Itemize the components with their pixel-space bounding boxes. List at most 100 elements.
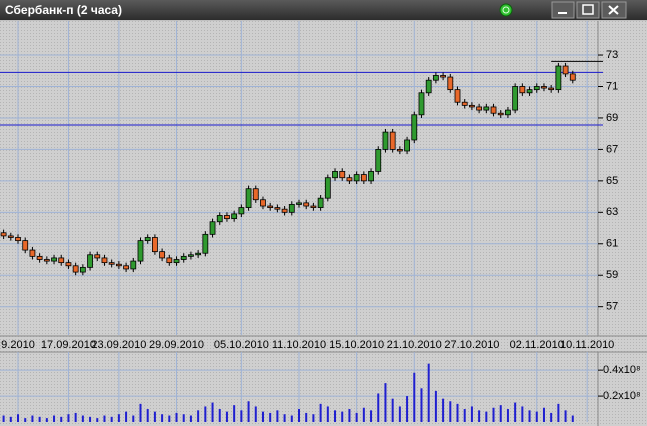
volume-bar xyxy=(247,401,250,422)
volume-bar xyxy=(298,409,300,422)
candle-body xyxy=(260,199,266,207)
candle-body xyxy=(555,65,562,91)
candle-body xyxy=(425,79,432,94)
volume-bar xyxy=(175,412,178,422)
minimize-button[interactable] xyxy=(551,1,575,19)
y-tick-label: 0.4x10⁸ xyxy=(603,364,641,376)
candle-body xyxy=(195,252,202,256)
volume-bar xyxy=(132,415,135,422)
volume-bar xyxy=(492,407,495,422)
x-tick-label: 27.10.2010 xyxy=(444,339,499,351)
candle-body xyxy=(159,251,166,259)
volume-bar xyxy=(370,410,373,422)
volume-bar xyxy=(391,398,394,422)
volume-bar xyxy=(557,403,560,422)
candle-body xyxy=(94,254,101,259)
volume-bar xyxy=(348,409,351,422)
x-tick-label: 17.09.2010 xyxy=(41,339,96,351)
candle-body xyxy=(476,106,483,111)
volume-bar xyxy=(398,406,401,422)
candle-body xyxy=(368,171,374,182)
status-icon-ring xyxy=(502,6,510,14)
volume-bar xyxy=(449,401,452,422)
y-tick-label: 73 xyxy=(606,49,618,61)
volume-bar xyxy=(233,405,236,422)
candle-body xyxy=(490,106,497,114)
candle-body xyxy=(389,131,396,150)
candle-body xyxy=(137,240,144,262)
volume-bar xyxy=(514,402,517,422)
volume-bar xyxy=(189,415,192,422)
volume-bar xyxy=(312,414,315,422)
candle-body xyxy=(188,254,194,257)
candle-body xyxy=(43,259,50,262)
x-tick-label: 11.10.2010 xyxy=(272,339,326,351)
volume-bar xyxy=(254,406,257,422)
volume-bar xyxy=(74,412,77,422)
candle-body xyxy=(231,213,238,220)
volume-bar xyxy=(406,396,409,422)
candle-body xyxy=(152,237,158,253)
candle-body xyxy=(101,257,108,264)
x-tick-label: 15.10.2010 xyxy=(329,339,384,351)
x-tick-label: 29.09.2010 xyxy=(149,339,204,351)
y-tick-label: 0.2x10⁸ xyxy=(603,390,641,402)
volume-bar xyxy=(81,415,84,422)
volume-bar xyxy=(60,416,63,422)
candle-body xyxy=(274,207,281,210)
volume-bar xyxy=(146,409,149,422)
volume-bar xyxy=(341,411,344,422)
status-icon xyxy=(499,3,513,17)
candle-body xyxy=(216,215,223,223)
candle-body xyxy=(447,76,454,91)
volume-bar xyxy=(96,418,99,422)
y-tick-label: 69 xyxy=(606,112,618,124)
candle-body xyxy=(7,235,14,238)
volume-bar xyxy=(305,412,308,422)
candle-body xyxy=(0,232,7,237)
candle-body xyxy=(461,101,468,106)
volume-bar xyxy=(442,398,445,422)
volume-bar xyxy=(355,412,358,422)
volume-bar xyxy=(204,406,207,422)
candle-body xyxy=(15,237,21,242)
volume-bar xyxy=(117,414,120,422)
maximize-button[interactable] xyxy=(576,1,600,19)
volume-bar xyxy=(384,383,387,422)
volume-bar xyxy=(535,411,538,422)
candle-body xyxy=(115,263,122,267)
candle-body xyxy=(375,149,382,172)
candle-body xyxy=(411,114,418,141)
volume-bar xyxy=(283,414,286,422)
volume-bar xyxy=(17,414,20,422)
candle-body xyxy=(252,188,259,201)
candle-body xyxy=(353,174,360,182)
volume-bar xyxy=(139,403,142,422)
candle-body xyxy=(548,87,555,91)
volume-bar xyxy=(542,407,545,422)
volume-bar xyxy=(168,415,171,422)
candle-body xyxy=(346,177,353,182)
y-tick-label: 71 xyxy=(606,80,618,92)
candle-body xyxy=(123,265,129,270)
volume-bar xyxy=(470,406,473,422)
candle-body xyxy=(180,255,187,260)
candle-body xyxy=(569,73,576,81)
close-button[interactable] xyxy=(601,1,627,19)
volume-bar xyxy=(161,414,164,422)
candle-body xyxy=(382,131,389,150)
volume-bar xyxy=(550,412,553,422)
y-tick-label: 59 xyxy=(606,269,618,281)
candle-body xyxy=(404,139,410,152)
candle-body xyxy=(497,112,504,116)
candle-body xyxy=(108,262,115,265)
volume-bar xyxy=(225,411,228,422)
candle-body xyxy=(512,86,519,111)
candle-body xyxy=(469,104,475,108)
volume-bar xyxy=(290,415,293,422)
candle-body xyxy=(202,233,209,254)
volume-bar xyxy=(38,416,41,422)
volume-bar xyxy=(240,410,243,422)
volume-bar xyxy=(521,406,524,422)
candle-body xyxy=(65,262,72,267)
